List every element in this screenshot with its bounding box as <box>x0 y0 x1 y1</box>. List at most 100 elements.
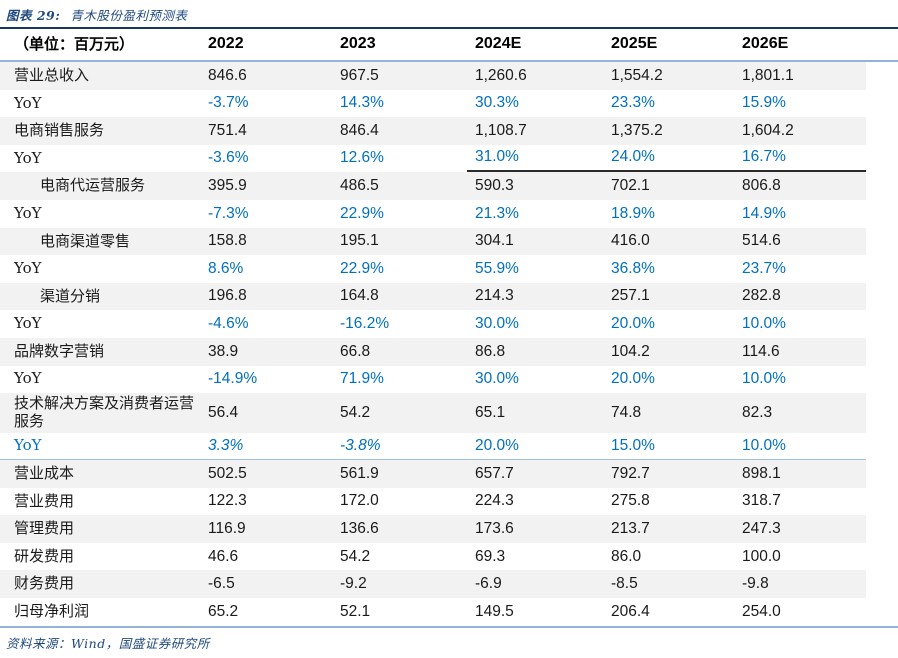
row-label: YoY <box>14 259 42 278</box>
row-label: YoY <box>14 203 42 222</box>
cell-value: 590.3 <box>475 177 514 195</box>
column-header-2024e: 2024E <box>475 35 522 53</box>
cell-value: 15.9% <box>742 94 786 112</box>
cell-value: 3.3% <box>208 436 244 454</box>
table-row: 电商渠道零售 158.8 195.1 304.1 416.0 514.6 <box>0 227 866 256</box>
cell-value: 846.6 <box>208 66 247 84</box>
cell-value: -14.9% <box>208 370 258 388</box>
row-label: 营业成本 <box>14 464 75 483</box>
source-note: 资料来源：Wind，国盛证券研究所 <box>0 628 898 657</box>
row-label: 研发费用 <box>14 546 75 565</box>
cell-value: 20.0% <box>611 370 655 388</box>
cell-value: -4.6% <box>208 315 249 332</box>
cell-value: 69.3 <box>475 547 506 565</box>
cell-value: 846.4 <box>340 121 379 139</box>
table-row: YoY -3.6% 12.6% 31.0% 24.0% 16.7% <box>0 145 866 173</box>
source-label: 资料来源： <box>6 635 72 651</box>
cell-value: 30.0% <box>475 370 519 388</box>
cell-value: -3.7% <box>208 94 249 112</box>
cell-value: 52.1 <box>340 602 371 620</box>
cell-value: -9.2 <box>340 575 367 593</box>
cell-value: 514.6 <box>742 232 781 250</box>
cell-value: -8.5 <box>611 575 638 593</box>
cell-value: 74.8 <box>611 403 642 421</box>
cell-value: 1,108.7 <box>475 121 527 139</box>
table-row: 营业总收入 846.6 967.5 1,260.6 1,554.2 1,801.1 <box>0 62 866 90</box>
cell-value: 30.3% <box>475 94 519 112</box>
cell-value: 10.0% <box>742 315 786 332</box>
cell-value: 114.6 <box>742 342 780 360</box>
cell-value: 15.0% <box>611 436 655 454</box>
cell-value: 898.1 <box>742 464 781 482</box>
cell-value: 247.3 <box>742 519 781 537</box>
cell-value: 792.7 <box>611 464 650 482</box>
cell-value: 30.0% <box>475 315 519 332</box>
table-row: YoY -7.3% 22.9% 21.3% 18.9% 14.9% <box>0 200 866 228</box>
figure-title-text: 青木股份盈利预测表 <box>70 8 188 23</box>
cell-value: 86.8 <box>475 342 506 360</box>
cell-value: 8.6% <box>208 259 244 277</box>
cell-value: -3.6% <box>208 149 249 167</box>
cell-value: 31.0% <box>467 145 603 173</box>
cell-value: 12.6% <box>340 149 384 167</box>
row-label: 电商销售服务 <box>14 121 105 140</box>
cell-value: 21.3% <box>475 204 519 222</box>
cell-value: 416.0 <box>611 232 650 250</box>
cell-value: -3.8% <box>340 436 381 454</box>
header-divider <box>0 60 898 62</box>
row-label: YoY <box>14 435 42 454</box>
cell-value: 136.6 <box>340 519 379 537</box>
row-label: YoY <box>14 148 42 167</box>
row-label: 电商代运营服务 <box>40 176 146 195</box>
cell-value: 82.3 <box>742 403 773 421</box>
cell-value: 54.2 <box>340 403 371 421</box>
cell-value: 24.0% <box>603 145 734 173</box>
cell-value: -6.5 <box>208 575 235 593</box>
cell-value: 486.5 <box>340 177 379 195</box>
cell-value: 214.3 <box>475 287 514 305</box>
cell-value: 395.9 <box>208 177 247 195</box>
row-label: 归母净利润 <box>14 602 90 621</box>
table-row: 营业费用 122.3 172.0 224.3 275.8 318.7 <box>0 488 866 516</box>
cell-value: 1,801.1 <box>742 66 794 84</box>
table-row: 归母净利润 65.2 52.1 149.5 206.4 254.0 <box>0 598 866 626</box>
cell-value: 1,554.2 <box>611 66 663 84</box>
cell-value: 1,604.2 <box>742 121 794 139</box>
column-header-2025e: 2025E <box>611 35 658 53</box>
cell-value: 23.3% <box>611 94 655 112</box>
cell-value: 282.8 <box>742 287 781 305</box>
row-label: 财务费用 <box>14 574 75 593</box>
cell-value: 71.9% <box>340 370 384 388</box>
cell-value: 54.2 <box>340 547 371 565</box>
cell-value: 657.7 <box>475 464 514 482</box>
title-divider <box>0 27 898 29</box>
table-header: （单位：百万元） 2022 2023 2024E 2025E 2026E <box>0 29 866 60</box>
cell-value: 967.5 <box>340 66 379 84</box>
cell-value: 16.7% <box>734 145 866 173</box>
source-text: Wind，国盛证券研究所 <box>71 635 210 651</box>
cell-value: 502.5 <box>208 464 247 482</box>
cell-value: 20.0% <box>475 436 519 454</box>
cell-value: 561.9 <box>340 464 379 482</box>
table-row: 渠道分销 196.8 164.8 214.3 257.1 282.8 <box>0 282 866 311</box>
cell-value: 104.2 <box>611 342 650 360</box>
cell-value: -6.9 <box>475 575 502 593</box>
cell-value: 172.0 <box>340 492 379 510</box>
table-row: YoY -14.9% 71.9% 30.0% 20.0% 10.0% <box>0 366 866 394</box>
cell-value: 14.3% <box>340 94 384 112</box>
table-row: YoY -4.6% -16.2% 30.0% 20.0% 10.0% <box>0 310 866 338</box>
cell-value: 213.7 <box>611 519 650 537</box>
cell-value: 275.8 <box>611 492 650 510</box>
table-row: YoY -3.7% 14.3% 30.3% 23.3% 15.9% <box>0 90 866 118</box>
cell-value: 14.9% <box>742 204 786 222</box>
cell-value: 56.4 <box>208 403 239 421</box>
figure-title: 图表 29: 青木股份盈利预测表 <box>0 0 898 27</box>
table-row: 电商销售服务 751.4 846.4 1,108.7 1,375.2 1,604.2 <box>0 117 866 145</box>
cell-value: 149.5 <box>475 602 514 620</box>
cell-value: 22.9% <box>340 259 384 277</box>
cell-value: 46.6 <box>208 547 239 565</box>
column-header-2023: 2023 <box>340 35 376 53</box>
cell-value: 173.6 <box>475 519 514 537</box>
row-label: 营业总收入 <box>14 65 90 84</box>
cell-value: -9.8 <box>742 575 769 593</box>
